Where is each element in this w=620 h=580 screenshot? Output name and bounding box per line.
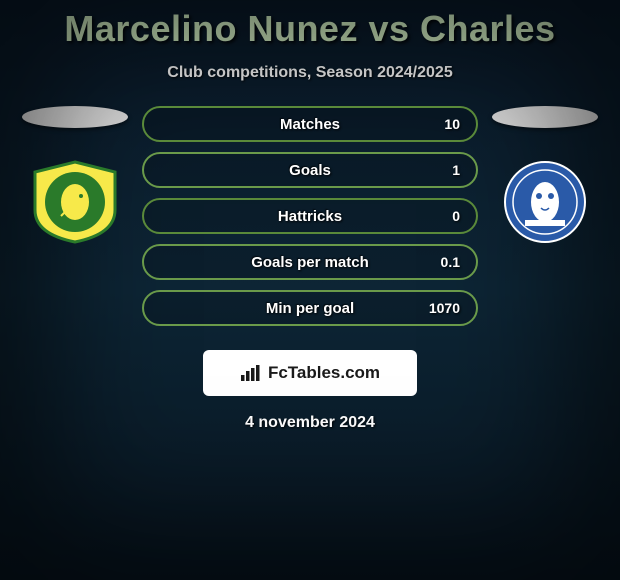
stat-row-goals-per-match: Goals per match 0.1 (142, 244, 478, 280)
stat-label: Goals per match (251, 254, 369, 271)
branding-text: FcTables.com (268, 363, 380, 383)
player-left-column (20, 106, 130, 244)
stat-value: 1070 (429, 300, 460, 316)
norwich-badge-icon (25, 160, 125, 244)
stat-label: Hattricks (278, 208, 342, 225)
stat-value: 0.1 (441, 254, 460, 270)
stat-value: 0 (452, 208, 460, 224)
sheffield-wednesday-badge-icon (495, 160, 595, 244)
club-badge-left (25, 160, 125, 244)
branding-box[interactable]: FcTables.com (203, 350, 417, 396)
stat-label: Goals (289, 162, 331, 179)
stat-value: 1 (452, 162, 460, 178)
stat-row-min-per-goal: Min per goal 1070 (142, 290, 478, 326)
comparison-title: Marcelino Nunez vs Charles (0, 0, 620, 50)
bar-chart-icon (240, 364, 262, 382)
comparison-content: Matches 10 Goals 1 Hattricks 0 Goals per… (0, 106, 620, 336)
stat-row-hattricks: Hattricks 0 (142, 198, 478, 234)
player-right-column (490, 106, 600, 244)
stat-row-matches: Matches 10 (142, 106, 478, 142)
club-badge-right (495, 160, 595, 244)
competition-subtitle: Club competitions, Season 2024/2025 (0, 64, 620, 82)
player-right-avatar (492, 106, 598, 128)
stat-row-goals: Goals 1 (142, 152, 478, 188)
date-text: 4 november 2024 (0, 414, 620, 432)
stats-column: Matches 10 Goals 1 Hattricks 0 Goals per… (130, 106, 490, 336)
stat-label: Min per goal (266, 300, 354, 317)
stat-value: 10 (444, 116, 460, 132)
player-left-avatar (22, 106, 128, 128)
stat-label: Matches (280, 116, 340, 133)
